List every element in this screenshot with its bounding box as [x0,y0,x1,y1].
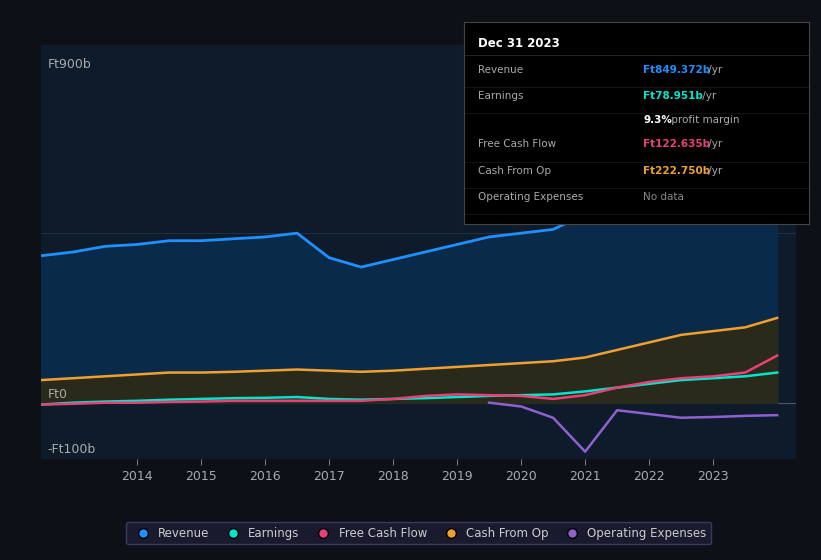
Text: /yr: /yr [705,139,722,150]
Text: Cash From Op: Cash From Op [478,166,551,175]
Text: Operating Expenses: Operating Expenses [478,192,583,202]
Text: /yr: /yr [705,166,722,175]
Text: Revenue: Revenue [478,65,523,74]
Text: Ft122.635b: Ft122.635b [643,139,710,150]
Text: Dec 31 2023: Dec 31 2023 [478,36,559,49]
Text: Free Cash Flow: Free Cash Flow [478,139,556,150]
Text: Ft0: Ft0 [48,388,67,401]
Text: Ft900b: Ft900b [48,58,91,71]
Text: 9.3%: 9.3% [643,115,672,125]
Legend: Revenue, Earnings, Free Cash Flow, Cash From Op, Operating Expenses: Revenue, Earnings, Free Cash Flow, Cash … [126,522,711,544]
Text: -Ft100b: -Ft100b [48,444,96,456]
Text: Earnings: Earnings [478,91,523,101]
Text: /yr: /yr [699,91,716,101]
Text: Ft78.951b: Ft78.951b [643,91,703,101]
Text: profit margin: profit margin [668,115,740,125]
Text: Ft222.750b: Ft222.750b [643,166,710,175]
Text: /yr: /yr [705,65,722,74]
Text: Ft849.372b: Ft849.372b [643,65,710,74]
Text: No data: No data [643,192,684,202]
